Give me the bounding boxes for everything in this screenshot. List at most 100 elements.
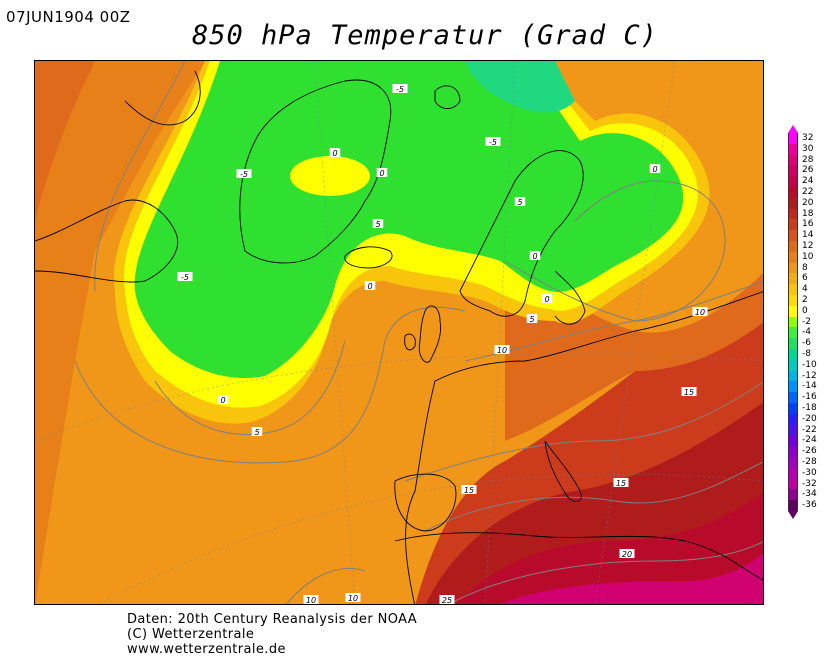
- legend-swatch: [788, 230, 798, 242]
- contour-label-bg: [514, 197, 526, 206]
- legend-swatch: [788, 208, 798, 220]
- legend-tick-label: 30: [802, 143, 814, 154]
- legend-swatch: [788, 403, 798, 415]
- legend-tick-label: -4: [802, 327, 811, 338]
- contour-label-bg: [461, 485, 477, 494]
- legend-swatch: [788, 338, 798, 350]
- contour-label-bg: [526, 314, 538, 323]
- coast-greenland: [239, 79, 392, 264]
- contour-label-bg: [217, 395, 229, 404]
- contour-line: [424, 461, 763, 532]
- legend-swatch: [788, 262, 798, 274]
- legend-tick-label: -34: [802, 489, 817, 500]
- coast-europe: [405, 291, 763, 604]
- legend-tick-label: -16: [802, 392, 817, 403]
- orange-region-west: [35, 61, 205, 604]
- legend-tick-label: -8: [802, 349, 811, 359]
- legend-tick-label: 0: [802, 305, 808, 316]
- coast-africa: [394, 532, 763, 581]
- graticule: [35, 61, 763, 604]
- contour-label: 0: [544, 295, 549, 304]
- contour-line: [464, 281, 763, 362]
- contour-label: -5: [240, 170, 248, 179]
- contour-label-bg: [619, 549, 635, 558]
- coast-baltic: [554, 270, 586, 325]
- legend-tick-label: 26: [802, 165, 814, 176]
- contour-label: 15: [464, 486, 474, 495]
- map-title: 850 hPa Temperatur (Grad C): [192, 20, 658, 51]
- legend-swatch: [788, 273, 798, 285]
- legend-tick-label: 2: [802, 295, 808, 305]
- legend-tick-label: -2: [802, 316, 811, 327]
- coast-svalbard: [434, 85, 461, 109]
- color-legend: 32 30 28 26 24 22 20 18 16 14 12 10 8 6 4 2 0 -2 -4 -6 -8 -10…: [788, 125, 834, 533]
- legend-tick-label: 24: [802, 176, 814, 187]
- coast-baffin: [124, 70, 201, 126]
- legend-tick-label: -18: [802, 403, 817, 413]
- legend-tick-label: 16: [802, 219, 814, 230]
- legend-swatch: [788, 154, 798, 166]
- legend-tick-label: -12: [802, 370, 817, 381]
- graticule-line: [594, 61, 676, 604]
- contour-label-bg: [345, 593, 361, 602]
- contour-label-bg: [392, 84, 408, 93]
- legend-swatch: [788, 359, 798, 372]
- legend-tick-label: -30: [802, 467, 817, 478]
- contour-label: 0: [367, 282, 372, 291]
- contour-label-bg: [494, 345, 510, 354]
- contour-labels: -5 -5 -5 -5 0 0 0 0 0 0 0 5 5 5 5 10 10 10 10 15 15 15 20 25: [177, 84, 708, 604]
- legend-swatch: [788, 316, 798, 328]
- contour-label-bg: [692, 307, 708, 316]
- contour-label-bg: [251, 427, 263, 436]
- legend-swatch: [788, 219, 798, 231]
- contour-label: 0: [379, 169, 384, 178]
- contour-label: 5: [517, 198, 522, 207]
- legend-swatch: [788, 446, 798, 458]
- contour-label-bg: [681, 387, 697, 396]
- legend-tick-label: -20: [802, 413, 817, 424]
- contour-line: [404, 381, 763, 482]
- legend-swatch: [788, 197, 798, 210]
- contour-label: 0: [220, 396, 225, 405]
- contour-label-bg: [236, 169, 252, 178]
- legend-tick-label: 6: [802, 273, 808, 284]
- crimson-region-africa: [456, 492, 763, 604]
- legend-swatch: [788, 187, 798, 199]
- legend-tick-label: 28: [802, 154, 814, 165]
- contour-line: [154, 340, 346, 435]
- contour-label: 5: [529, 315, 534, 324]
- legend-tick-label: 32: [802, 133, 814, 143]
- contour-label: -5: [489, 138, 497, 147]
- legend-tick-label: 18: [802, 208, 814, 219]
- credit-website[interactable]: www.wetterzentrale.de: [127, 642, 286, 657]
- legend-swatch: [788, 251, 798, 264]
- contour-lines: [74, 61, 763, 604]
- legend-tick-label: -36: [802, 500, 817, 511]
- legend-swatch: [788, 424, 798, 436]
- legend-swatch: [788, 381, 798, 393]
- legend-swatch: [788, 241, 798, 253]
- coast-ireland: [404, 333, 416, 351]
- contour-label-bg: [613, 478, 629, 487]
- coast-britain: [418, 305, 442, 363]
- coast-iceland: [344, 246, 393, 269]
- legend-swatch: [788, 165, 798, 177]
- legend-swatch: [788, 435, 798, 447]
- contour-label: 15: [684, 388, 694, 397]
- legend-tick-label: 20: [802, 197, 814, 208]
- credits: Daten: 20th Century Reanalysis der NOAA …: [127, 612, 417, 657]
- contour-line: [74, 306, 466, 464]
- legend-swatch: [788, 489, 798, 501]
- legend-tick-label: 10: [802, 251, 814, 262]
- magenta-region-africa: [500, 552, 763, 604]
- legend-tick-label: -24: [802, 435, 817, 446]
- credit-copyright: (C) Wetterzentrale: [127, 627, 255, 642]
- contour-label: 0: [652, 165, 657, 174]
- contour-label-bg: [364, 281, 376, 290]
- legend-tick-label: 8: [802, 262, 808, 273]
- contour-line: [504, 180, 726, 322]
- legend-swatch: [788, 176, 798, 188]
- legend-tick-label: 4: [802, 284, 808, 295]
- contour-label: 0: [532, 252, 537, 261]
- contour-line: [286, 567, 366, 604]
